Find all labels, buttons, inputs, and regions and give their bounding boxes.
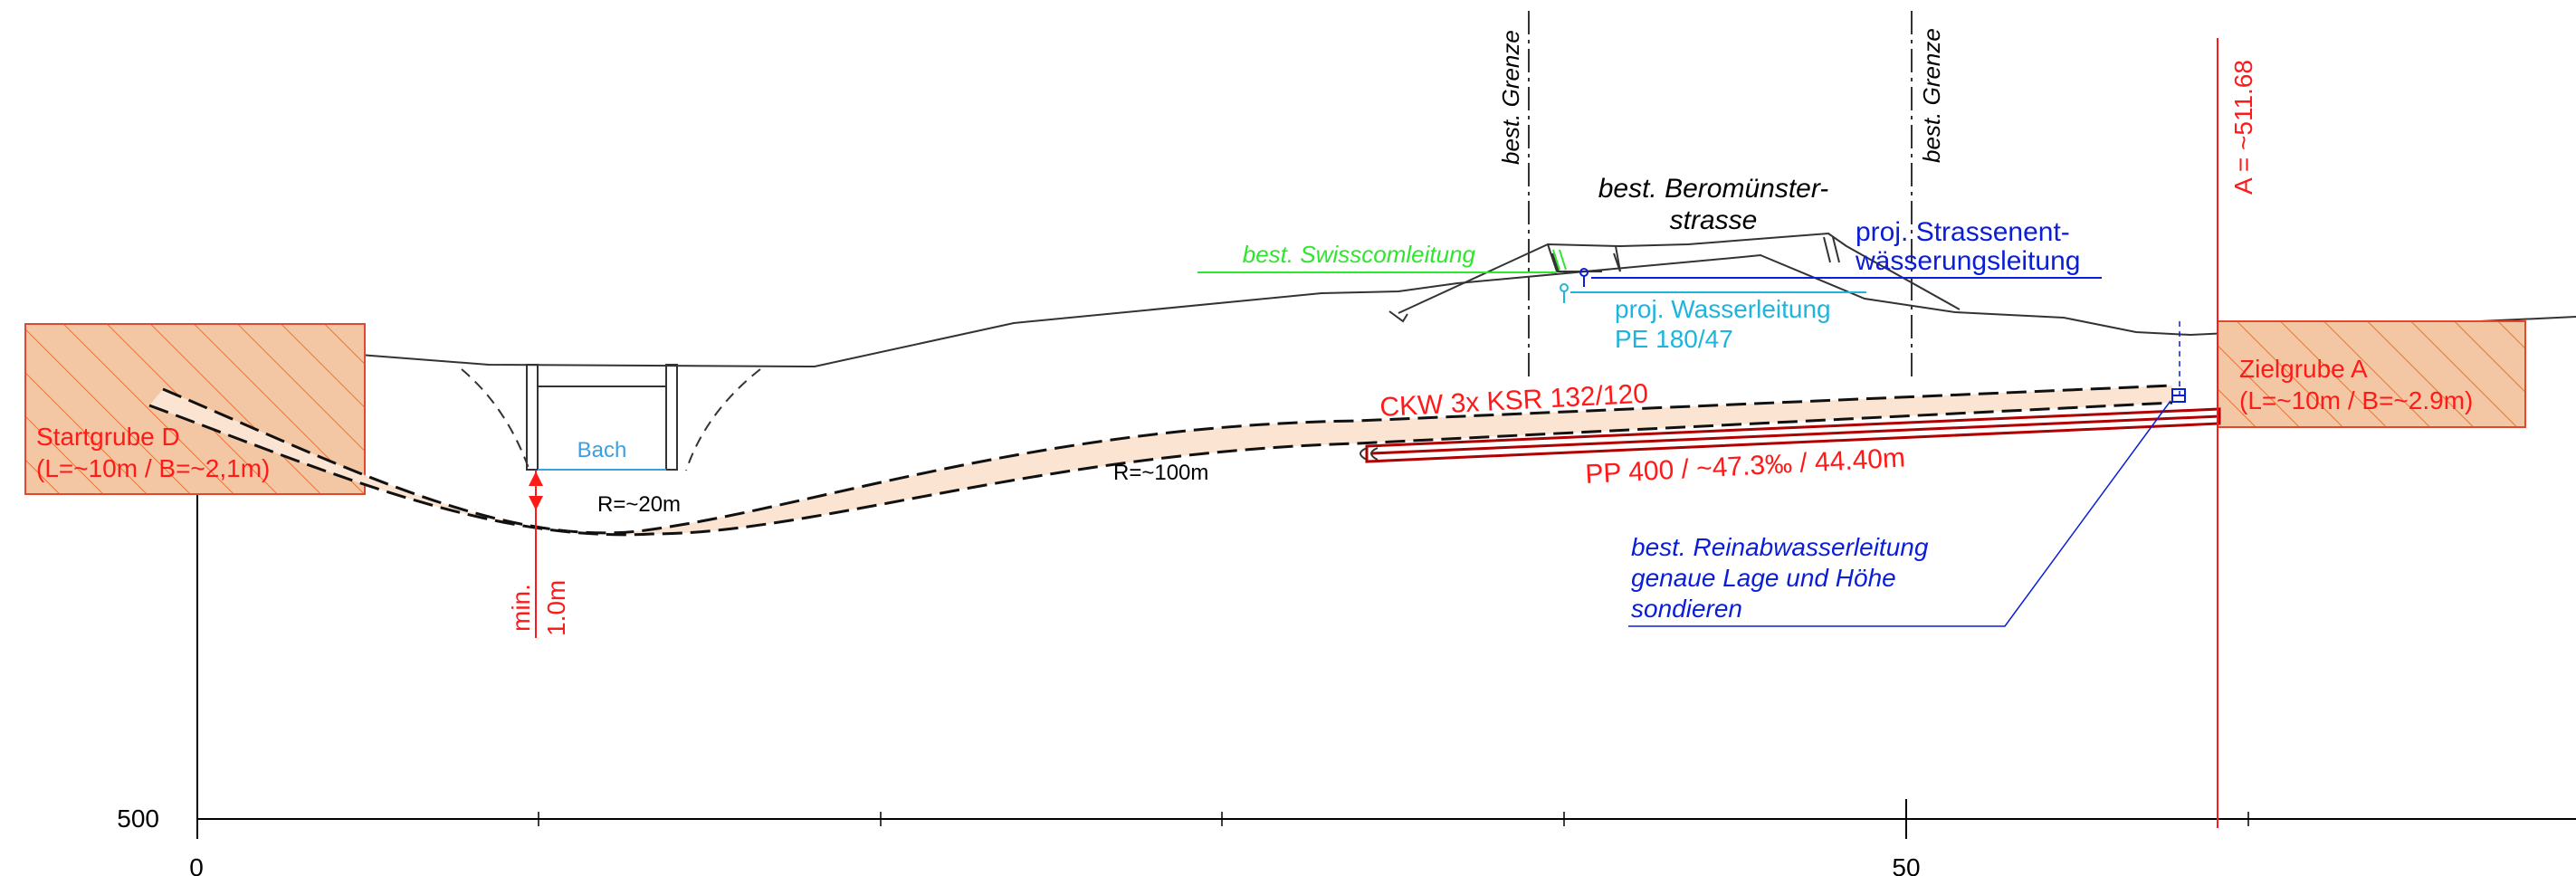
grenze-label-right: best. Grenze [1918, 28, 1945, 163]
reinabwasser-leader [1628, 400, 2171, 627]
min-cover-marker [529, 470, 543, 638]
min-cover-label-2: 1.0m [542, 580, 570, 636]
pp400-pipe [1360, 407, 2221, 463]
station-a-label: A = ~511.68 [2229, 60, 2257, 195]
zielgrube-label-1: Zielgrube A [2239, 355, 2368, 383]
zielgrube-label-2: (L=~10m / B=~2.9m) [2239, 386, 2473, 414]
reinabwasser-label-1: best. Reinabwasserleitung [1631, 533, 1929, 561]
reinabwasser-pipe-symbol [2171, 388, 2186, 403]
startgrube-label-1: Startgrube D [36, 423, 180, 451]
wasserleitung-label-1: proj. Wasserleitung [1615, 295, 1831, 323]
reinabwasser-label-3: sondieren [1631, 595, 1742, 623]
x-tick-label-50: 50 [1892, 853, 1920, 876]
zielgrube-a [2217, 320, 2526, 428]
reinabwasser-label-2: genaue Lage und Höhe [1631, 564, 1896, 592]
x-axis [196, 799, 2576, 839]
grenze-label-left: best. Grenze [1497, 30, 1524, 165]
bach-label: Bach [577, 438, 627, 462]
terrain-notch [1388, 310, 1408, 323]
radius-small-label: R=~20m [597, 492, 681, 517]
y-tick-label-500: 500 [117, 805, 159, 833]
strasse-label-2: strasse [1670, 205, 1758, 235]
wasserleitung-pipe-symbol [1560, 283, 1569, 292]
strassenent-label-2: wässerungsleitung [1855, 246, 2080, 276]
min-cover-label-1: min. [507, 584, 535, 632]
bore-path-upper-edge [162, 384, 2173, 535]
strasse-label-1: best. Beromünster- [1598, 174, 1829, 204]
bach-crossing [461, 364, 761, 471]
wasserleitung-label-2: PE 180/47 [1615, 325, 1733, 353]
radius-large-label: R=~100m [1113, 461, 1208, 485]
startgrube-label-2: (L=~10m / B=~2,1m) [36, 454, 270, 482]
terrain-line [24, 253, 2576, 368]
swisscom-hatch [1552, 249, 1567, 271]
bore-path-lower-edge [148, 401, 2173, 537]
x-tick-label-0: 0 [189, 853, 204, 876]
bore-path-band [149, 386, 2172, 535]
swisscom-label: best. Swisscomleitung [1243, 241, 1476, 268]
strassenent-label-1: proj. Strassenent- [1856, 217, 2070, 247]
